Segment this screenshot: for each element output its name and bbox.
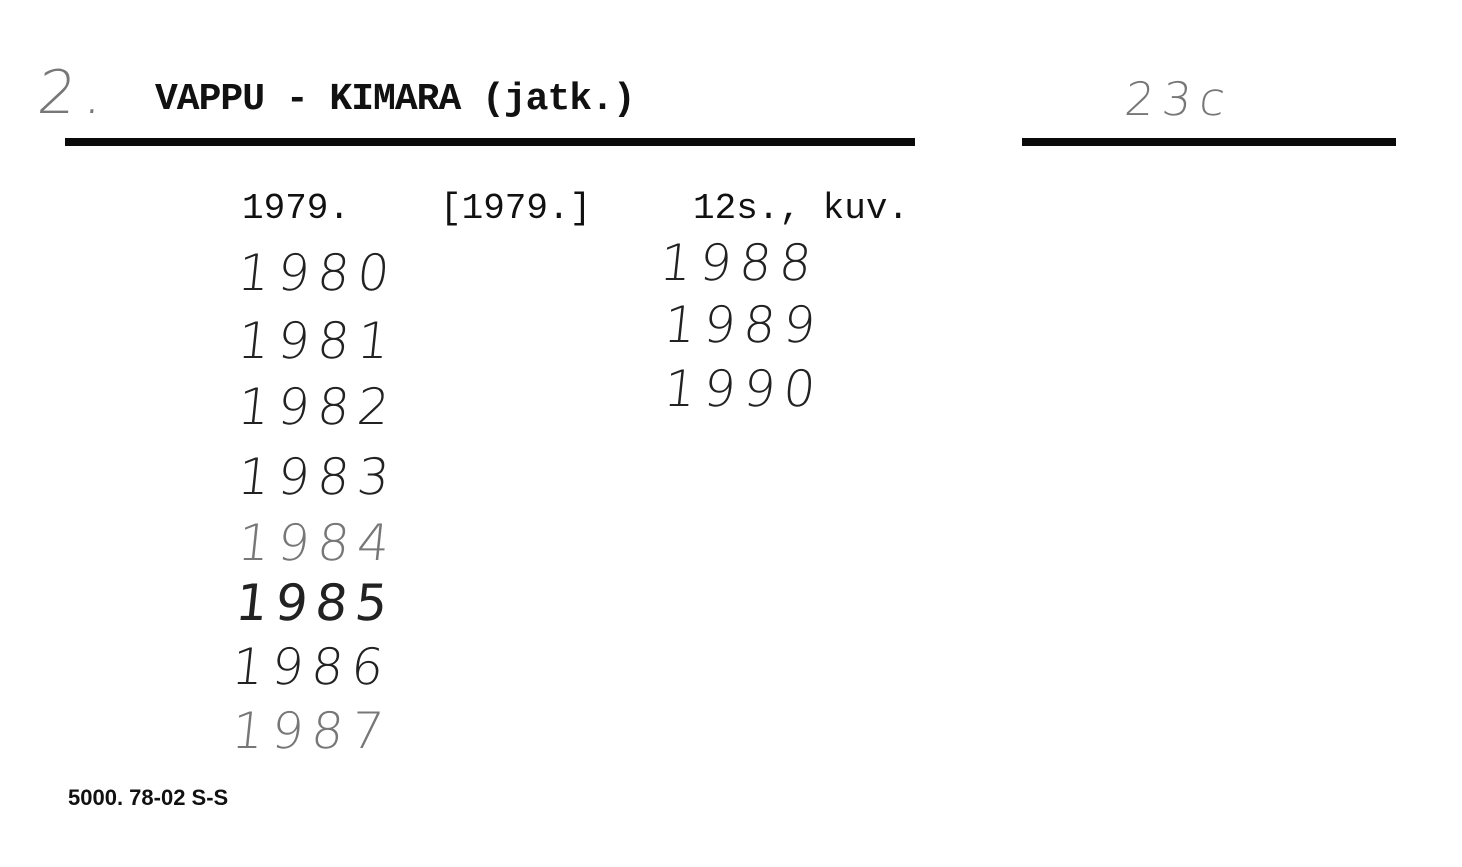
handwritten-year: 1981	[234, 312, 401, 370]
handwritten-year: 1989	[660, 296, 827, 354]
entry-year: 1979.	[242, 188, 351, 229]
handwritten-mark-left: 2.	[34, 58, 115, 128]
card-footer-code: 5000. 78-02 S-S	[68, 785, 229, 810]
handwritten-year: 1984	[234, 514, 401, 572]
heading-rule-right	[1022, 138, 1396, 146]
handwritten-year: 1988	[656, 234, 823, 292]
card-heading: VAPPU - KIMARA (jatk.)	[155, 78, 636, 121]
handwritten-code: 23c	[1122, 72, 1236, 126]
handwritten-year: 1982	[234, 378, 401, 436]
handwritten-year: 1985	[232, 574, 399, 632]
entry-bracket-year: [1979.]	[440, 188, 592, 229]
handwritten-year: 1986	[228, 638, 395, 696]
handwritten-year: 1990	[660, 360, 827, 418]
handwritten-year: 1980	[234, 244, 401, 302]
handwritten-year: 1987	[228, 702, 395, 760]
handwritten-year: 1983	[234, 448, 401, 506]
entry-extent: 12s., kuv.	[693, 188, 910, 229]
heading-rule-left	[65, 138, 915, 146]
